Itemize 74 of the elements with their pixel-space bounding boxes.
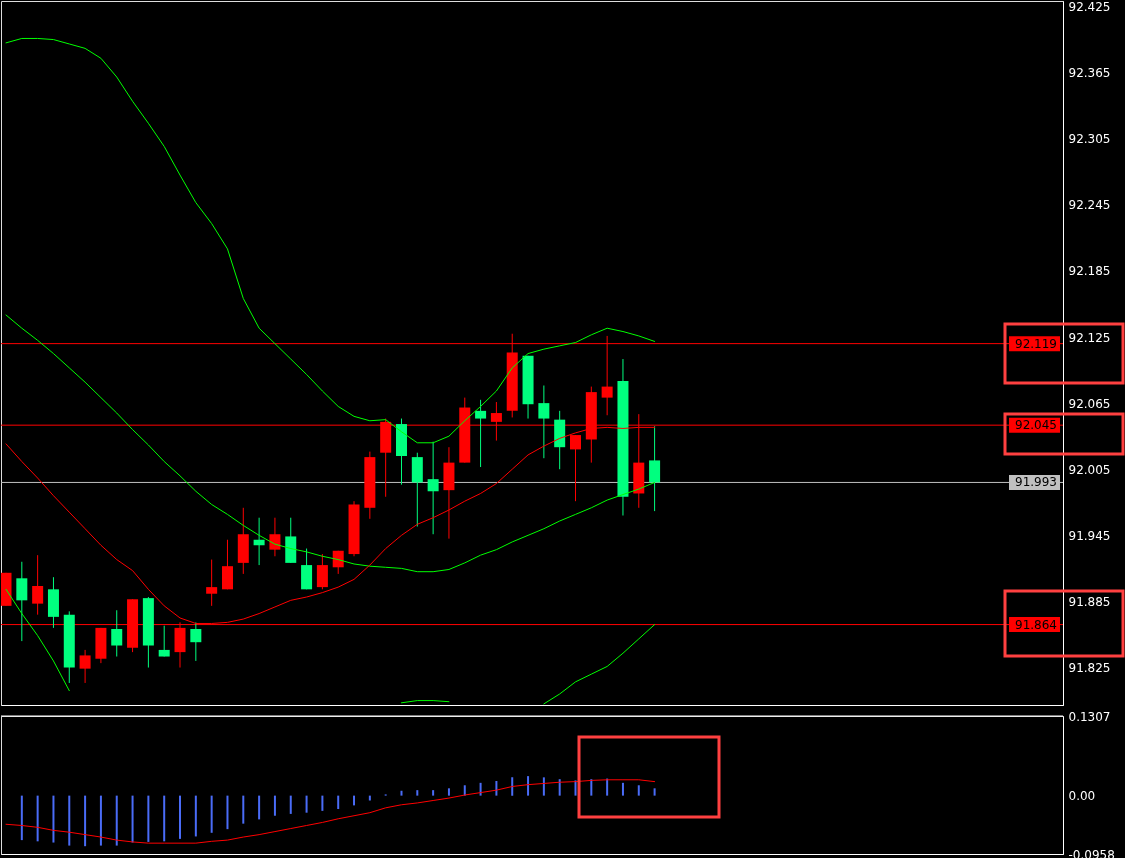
bar [68, 795, 71, 846]
y-tick-label: 0.1307 [1068, 709, 1111, 724]
y-tick-label: 92.005 [1068, 462, 1111, 477]
bar [99, 795, 102, 846]
y-tick-label: 91.885 [1068, 594, 1111, 609]
candlestick [427, 441, 439, 535]
candlestick [158, 625, 170, 658]
bar [511, 777, 514, 796]
y-tick-label: 92.425 [1068, 0, 1111, 15]
bar [84, 795, 87, 847]
candlestick [316, 553, 328, 590]
bar [242, 795, 245, 824]
bar [52, 795, 55, 843]
bar [637, 785, 640, 796]
bar [353, 795, 356, 806]
candlestick [16, 561, 28, 642]
ref-line-label: 92.045 [1015, 418, 1057, 433]
candlestick [269, 517, 281, 557]
candlestick [221, 539, 233, 590]
bar [479, 782, 482, 796]
ref-line-label: 91.993 [1015, 475, 1057, 490]
y-tick-label: 92.185 [1068, 264, 1111, 279]
bar [163, 795, 166, 842]
y-tick-label: -0.0958 [1068, 847, 1115, 858]
candlestick [111, 609, 123, 658]
bar [36, 795, 39, 842]
ref-line-label: 92.119 [1015, 336, 1057, 351]
bar [210, 795, 213, 833]
y-tick-label: 91.945 [1068, 528, 1111, 543]
y-tick-label: 91.825 [1068, 661, 1111, 676]
candlestick [206, 559, 218, 607]
y-tick-label: 92.305 [1068, 132, 1111, 147]
candlestick [253, 517, 265, 566]
bar [416, 790, 419, 796]
bar [558, 779, 561, 796]
bar [432, 790, 435, 796]
bar [542, 777, 545, 796]
ref-line-label: 91.864 [1015, 617, 1057, 632]
bar [258, 795, 261, 820]
bar [653, 788, 656, 796]
bar [115, 795, 118, 846]
candlestick [475, 399, 487, 468]
bar [147, 795, 150, 842]
candlestick [570, 434, 581, 502]
bar [574, 780, 577, 796]
candlestick [649, 425, 661, 512]
y-tick-label: 92.065 [1068, 396, 1111, 411]
bar [337, 795, 340, 810]
y-tick-label: 92.245 [1068, 198, 1111, 213]
bar [621, 782, 624, 796]
bar [321, 795, 324, 811]
bar [590, 779, 593, 796]
bar [226, 795, 229, 830]
bar [447, 788, 450, 796]
bar [273, 795, 276, 816]
bar [368, 795, 371, 801]
candlestick [538, 385, 550, 459]
y-tick-label: 0.00 [1068, 789, 1096, 804]
bar [495, 781, 498, 796]
y-tick-label: 92.365 [1068, 66, 1111, 81]
line-series [5, 37, 656, 444]
candlestick [32, 554, 44, 616]
bar [289, 795, 292, 814]
y-tick-label: 92.125 [1068, 330, 1111, 345]
line-series [5, 779, 656, 844]
candlestick [79, 649, 91, 684]
bar [131, 795, 134, 843]
candlestick [190, 621, 202, 662]
bar [527, 776, 530, 796]
bar [20, 795, 23, 841]
bar [400, 790, 403, 796]
bar [179, 795, 182, 839]
bar [194, 795, 197, 837]
bar [305, 795, 308, 813]
